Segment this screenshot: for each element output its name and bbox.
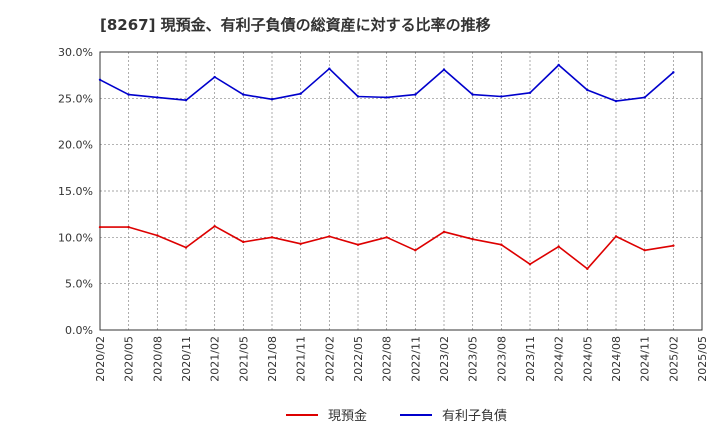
x-tick-label: 2024/11 [639,336,652,382]
data-point [328,67,331,70]
data-point [299,242,302,246]
data-point [442,230,446,233]
y-tick-label: 15.0% [58,185,93,198]
data-point [184,246,188,249]
data-point [500,243,503,246]
x-tick-label: 2020/11 [180,336,193,382]
data-point [442,68,446,71]
y-tick-label: 10.0% [58,231,93,244]
data-point [471,237,474,241]
x-tick-label: 2021/11 [295,336,308,382]
y-tick-label: 5.0% [65,278,93,291]
data-point [385,236,388,239]
data-point [528,263,532,266]
x-tick-label: 2020/02 [94,336,107,382]
data-point [356,95,360,98]
data-point [500,95,503,98]
data-point [385,96,388,99]
y-tick-labels: 0.0% 5.0% 10.0% 15.0% 20.0% 25.0% 30.0% [58,46,93,337]
data-point [213,75,216,79]
data-point [156,96,159,99]
data-point [127,225,130,229]
legend: 現預金 有利子負債 [286,408,507,424]
data-point [98,225,102,229]
x-tick-label: 2024/05 [581,336,594,382]
data-point [127,93,130,96]
x-tick-label: 2024/02 [553,336,566,382]
data-point [328,235,331,238]
series-line-1 [99,64,674,102]
data-point [299,92,302,95]
x-tick-labels: 2020/02 2020/05 2020/08 2020/11 2021/02 2021/… [94,336,709,382]
data-point [156,234,159,237]
data-point [213,225,216,228]
axes [99,51,703,331]
x-tick-label: 2021/08 [266,336,279,382]
x-tick-label: 2022/08 [381,336,394,382]
x-tick-label: 2020/05 [123,336,136,382]
y-tick-label: 30.0% [58,46,93,59]
chart-title: [8267] 現預金、有利子負債の総資産に対する比率の推移 [100,16,491,34]
data-point [672,244,675,247]
data-point [270,98,274,101]
y-tick-label: 0.0% [65,324,93,337]
data-point [643,96,646,99]
x-tick-label: 2023/05 [467,336,480,382]
data-point [672,71,675,74]
data-point [586,88,589,92]
data-point [414,93,417,96]
x-tick-label: 2022/05 [352,336,365,382]
x-tick-label: 2023/02 [438,336,451,382]
data-point [242,240,245,244]
data-point [356,243,360,246]
legend-label: 現預金 [328,408,367,424]
data-point [528,91,532,94]
data-point [614,99,618,103]
data-point [98,78,102,82]
x-tick-label: 2025/05 [696,336,709,382]
x-tick-label: 2023/08 [495,336,508,382]
x-tick-label: 2022/11 [409,336,422,382]
data-point [270,236,274,239]
data-point [242,93,245,96]
data-point [471,93,474,96]
y-tick-label: 25.0% [58,92,93,105]
x-tick-label: 2022/02 [323,336,336,382]
data-point [184,98,188,102]
data-point [586,267,589,271]
data-point [414,249,417,252]
data-point [643,249,646,252]
x-tick-label: 2025/02 [667,336,680,382]
legend-label: 有利子負債 [442,409,507,424]
data-point [557,245,560,248]
gridlines [100,52,702,330]
data-point [614,235,618,238]
x-tick-label: 2021/05 [237,336,250,382]
data-point [557,63,560,67]
x-tick-label: 2020/08 [151,336,164,382]
plot-frame [99,51,703,331]
x-tick-label: 2024/08 [610,336,623,382]
y-tick-label: 20.0% [58,139,93,152]
data-lines [98,63,675,271]
x-tick-label: 2021/02 [209,336,222,382]
x-tick-label: 2023/11 [524,336,537,382]
